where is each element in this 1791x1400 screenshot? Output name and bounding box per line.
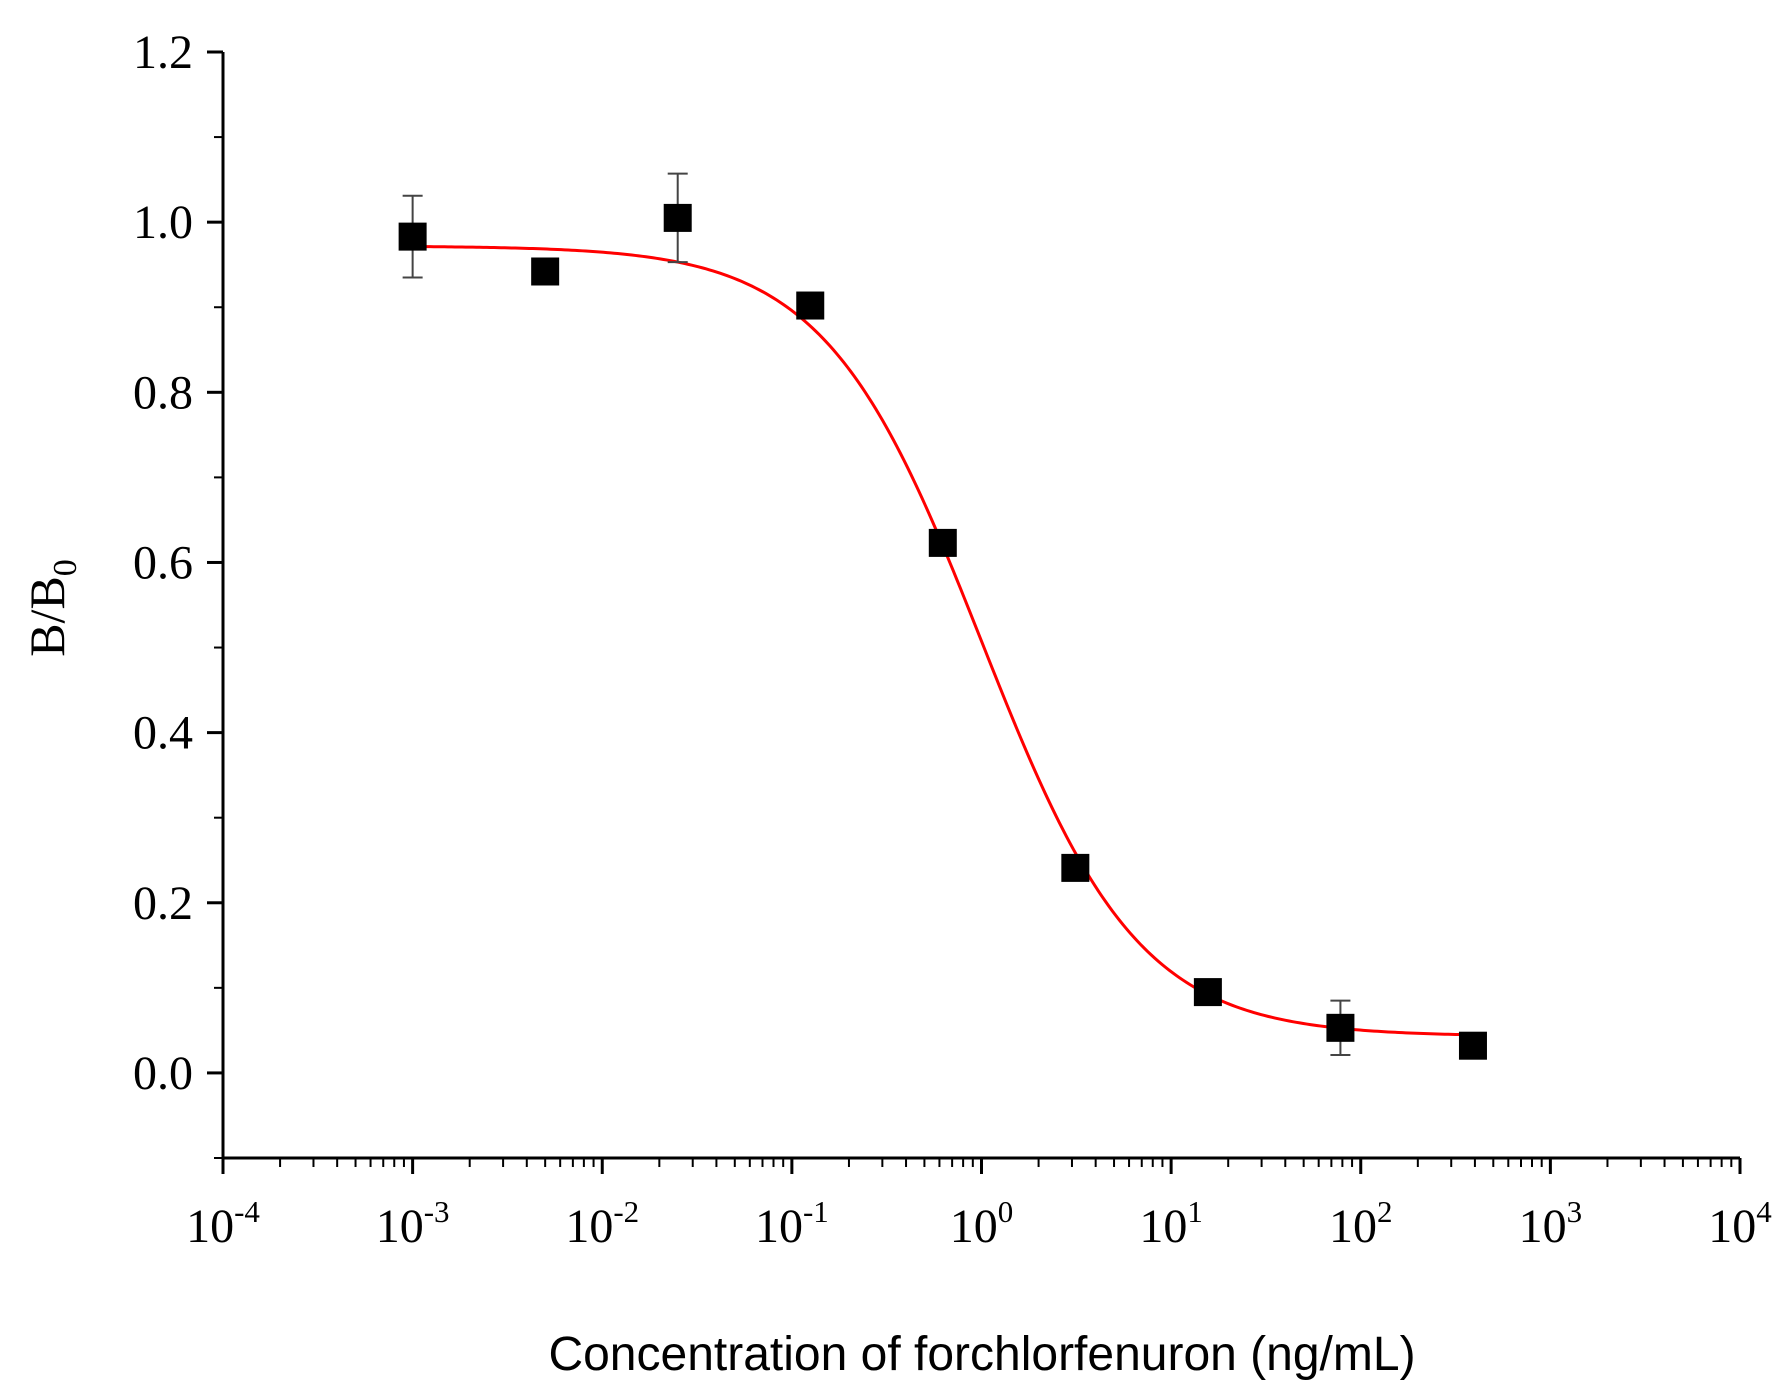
data-point [398,194,427,279]
data-point [1193,978,1222,1007]
square-marker [928,528,957,557]
y-axis-label-subscript: 0 [47,559,84,576]
y-tick-label: 0.6 [133,536,193,589]
square-marker [663,203,692,232]
data-point [928,528,957,557]
x-tick-label: 103 [1519,1194,1583,1253]
x-tick-label: 10-2 [565,1194,639,1253]
x-tick-label: 10-1 [755,1194,829,1253]
square-marker [398,222,427,251]
square-marker [1061,853,1090,882]
x-tick-label-base: 10 [1519,1200,1567,1253]
ticks [207,50,1742,1174]
x-tick-label: 101 [1139,1194,1203,1253]
x-tick-label-base: 10 [1329,1200,1377,1253]
square-marker [531,257,560,286]
y-tick-label: 1.0 [133,196,193,249]
data-point [663,172,692,264]
x-tick-label-base: 10 [376,1200,424,1253]
x-tick-label-base: 10 [565,1200,613,1253]
y-tick-label: 0.0 [133,1047,193,1100]
x-tick-label-exponent: 2 [1377,1194,1393,1229]
x-tick-label-exponent: -4 [234,1194,260,1229]
tick-labels: 0.00.20.40.60.81.01.210-4 10-3 10-2 10-1 100… [133,26,1772,1253]
x-tick-label-base: 10 [1708,1200,1756,1253]
x-tick-label-exponent: -1 [803,1194,829,1229]
x-tick-label-base: 10 [186,1200,234,1253]
square-marker [1458,1031,1487,1060]
y-axis-label-main: B/B [19,576,75,657]
x-tick-label-exponent: 3 [1567,1194,1583,1229]
y-tick-label: 1.2 [133,26,193,79]
x-tick-label: 10-3 [376,1194,450,1253]
x-tick-label-base: 10 [1139,1200,1187,1253]
y-tick-label: 0.2 [133,877,193,930]
data-point [531,257,560,286]
square-marker [1326,1013,1355,1042]
x-tick-label: 102 [1329,1194,1393,1253]
data-point [1061,853,1090,882]
x-axis-label: Concentration of forchlorfenuron (ng/mL) [548,1328,1415,1381]
x-tick-label: 100 [950,1194,1014,1253]
y-axis-label: B/B0 [19,559,84,657]
data-points [398,172,1487,1060]
x-tick-label-exponent: -2 [613,1194,639,1229]
x-tick-label-base: 10 [950,1200,998,1253]
fit-curve [412,245,1473,1037]
x-tick-label: 104 [1708,1194,1772,1253]
data-point [1458,1031,1487,1060]
x-tick-label-exponent: -3 [424,1194,450,1229]
x-tick-label: 10-4 [186,1194,260,1253]
square-marker [1193,978,1222,1007]
axes [221,52,1740,1160]
x-tick-label-exponent: 4 [1756,1194,1772,1229]
fit-curve-line [412,245,1473,1037]
y-tick-label: 0.4 [133,707,193,760]
square-marker [796,291,825,320]
x-tick-label-exponent: 1 [1187,1194,1203,1229]
data-point [796,291,825,320]
data-point [1326,999,1355,1057]
x-tick-label-base: 10 [755,1200,803,1253]
y-tick-label: 0.8 [133,366,193,419]
x-tick-label-exponent: 0 [998,1194,1014,1229]
